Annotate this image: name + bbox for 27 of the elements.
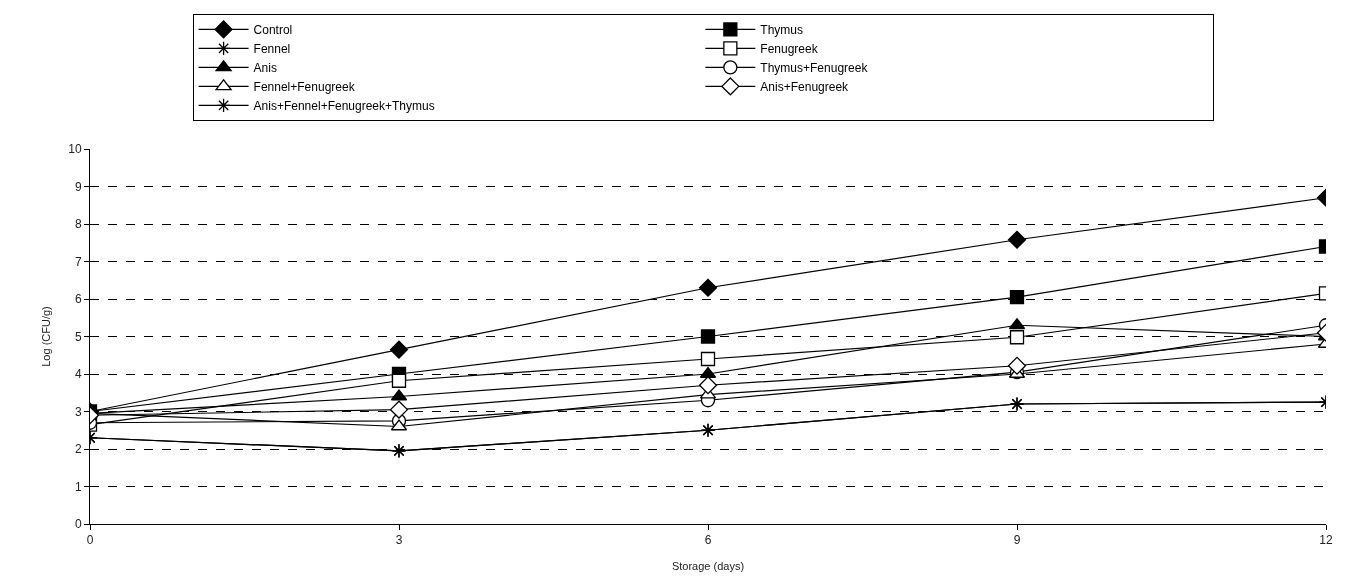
y-tick-label: 10: [68, 142, 82, 157]
y-tick-label: 5: [74, 329, 82, 344]
y-tick-label: 0: [74, 517, 82, 532]
y-tick-label: 7: [74, 254, 82, 269]
x-tick-label: 0: [86, 533, 94, 548]
x-tick-label: 6: [704, 533, 712, 548]
legend-label: Thymus: [760, 23, 804, 38]
legend-label: Fennel+Fenugreek: [253, 80, 356, 95]
legend-label: Control: [253, 23, 293, 38]
legend-label: Fenugreek: [760, 42, 819, 57]
y-axis-title: Log (CFU/g): [39, 306, 52, 367]
y-tick-label: 4: [74, 367, 82, 382]
y-tick-label: 2: [74, 442, 82, 457]
legend-label: Anis+Fennel+Fenugreek+Thymus: [253, 99, 435, 114]
x-tick-label: 12: [1319, 533, 1333, 548]
x-tick-label: 3: [395, 533, 403, 548]
legend-label: Thymus+Fenugreek: [760, 61, 869, 76]
x-tick-label: 9: [1013, 533, 1021, 548]
y-tick-label: 1: [74, 479, 82, 494]
legend-label: Fennel: [253, 42, 291, 57]
x-axis-title: Storage (days): [671, 559, 745, 572]
y-tick-label: 8: [74, 217, 82, 232]
y-tick-label: 3: [74, 404, 82, 419]
legend-label: Anis+Fenugreek: [760, 80, 850, 95]
legend-label: Anis: [253, 61, 277, 76]
y-tick-label: 6: [74, 292, 82, 307]
y-tick-label: 9: [74, 179, 82, 194]
